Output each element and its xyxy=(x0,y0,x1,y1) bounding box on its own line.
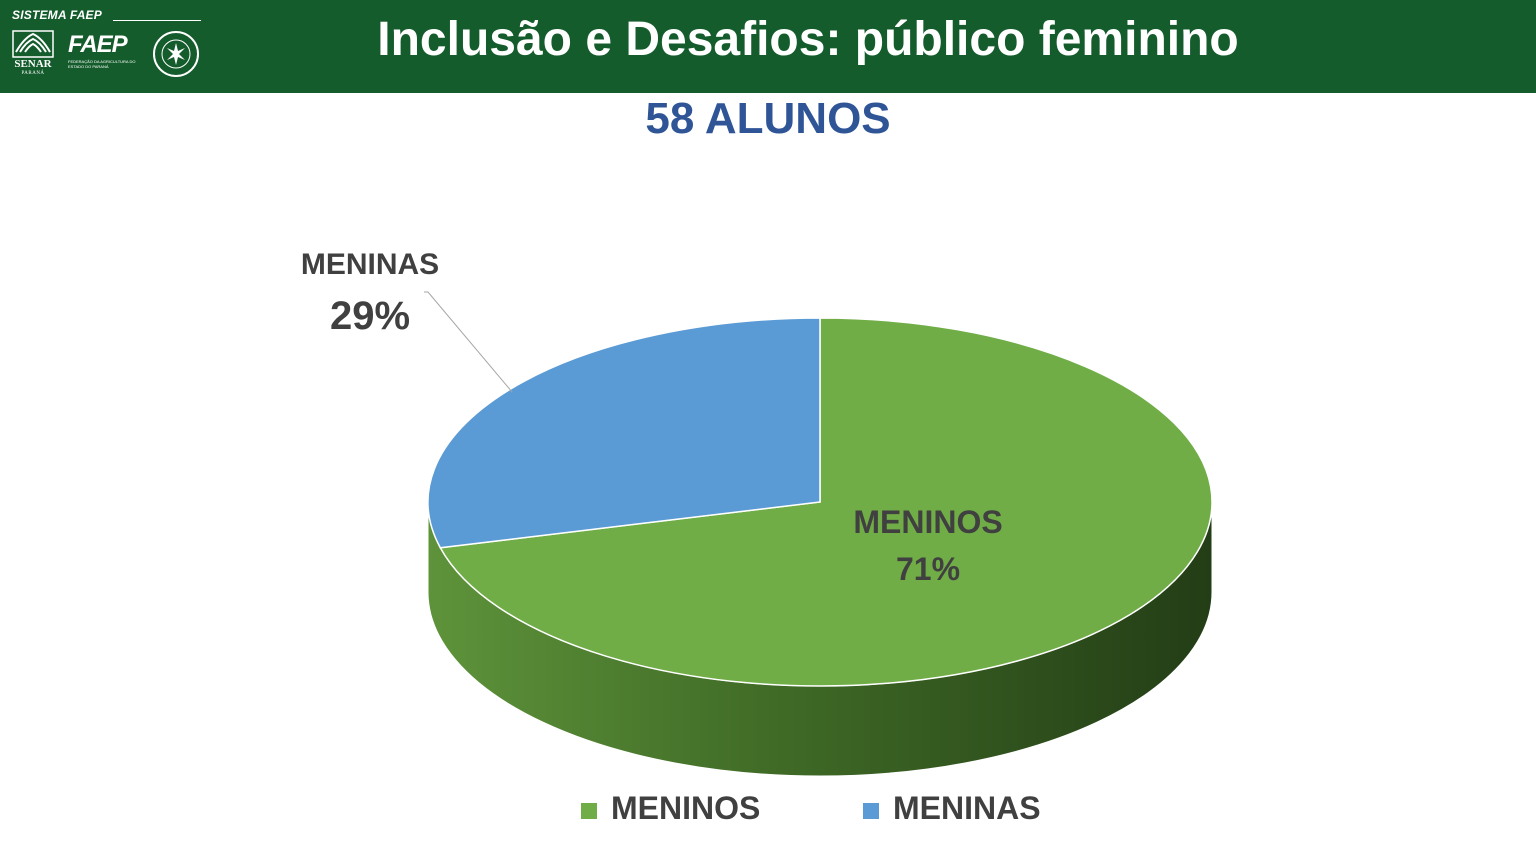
leader-line-meninas xyxy=(424,291,513,393)
legend-label-meninas: MENINAS xyxy=(893,790,1041,826)
data-label-meninos-value: 71% xyxy=(895,551,961,587)
chart-subtitle: 58 ALUNOS xyxy=(645,94,891,143)
chart-legend: MENINOS MENINAS xyxy=(0,790,1536,830)
legend-swatch-meninos xyxy=(581,803,597,819)
data-label-meninas-name: MENINAS xyxy=(300,248,440,281)
data-label-meninas-value: 29% xyxy=(329,294,411,338)
senar-logo-icon: SENAR PARANÁ xyxy=(12,30,54,78)
slide-title: Inclusão e Desafios: público feminino xyxy=(377,13,1239,66)
header-bar: SISTEMA FAEP SENAR PARANÁ FAEP FEDERAÇÃO… xyxy=(0,0,1536,93)
data-label-meninos-name: MENINOS xyxy=(853,504,1003,540)
brand-underline xyxy=(113,20,201,21)
faep-logo: FAEP FEDERAÇÃO DA AGRICULTURA DO ESTADO … xyxy=(68,31,136,69)
legend-label-meninos: MENINOS xyxy=(611,790,761,826)
brand-text: SISTEMA FAEP xyxy=(12,8,102,22)
pie-slice-meninos xyxy=(439,317,1213,687)
sindicato-rural-seal-icon xyxy=(152,30,200,78)
legend-swatch-meninas xyxy=(863,803,879,819)
